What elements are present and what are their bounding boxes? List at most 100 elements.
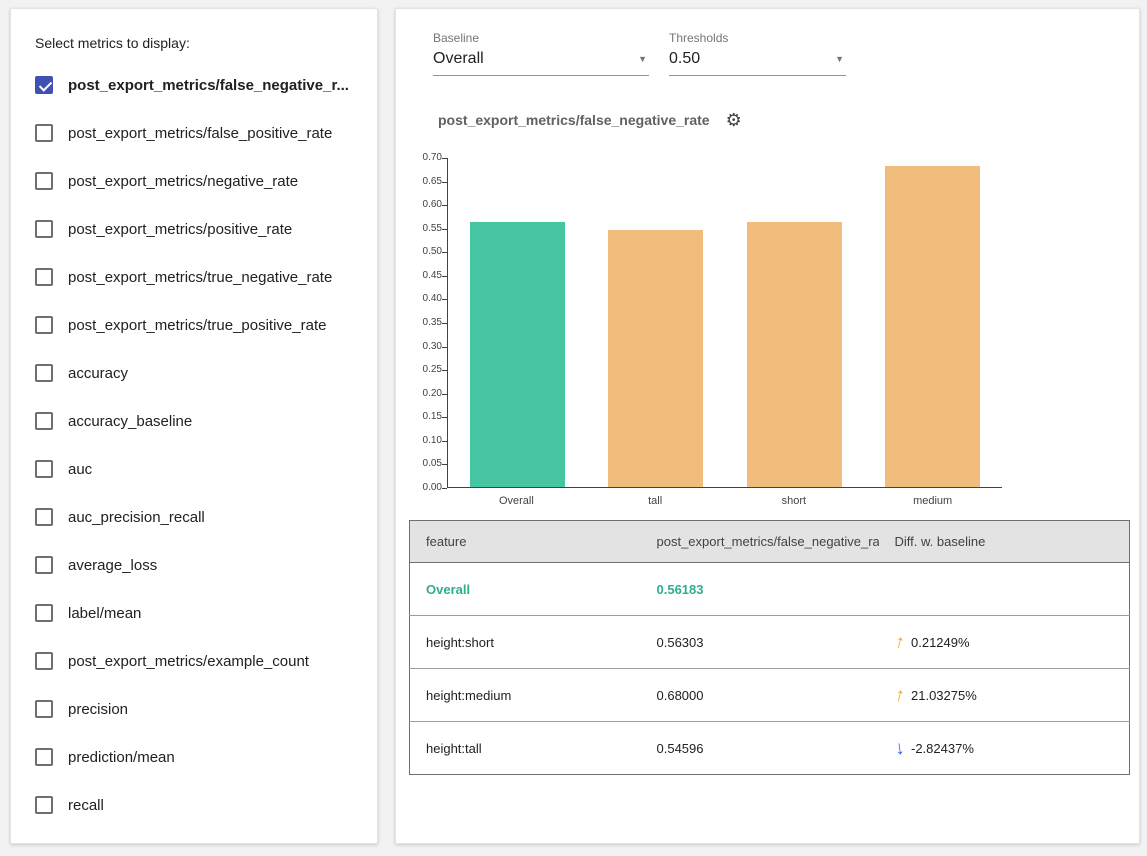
feature-cell: height:tall (409, 721, 641, 775)
metric-checkbox-item[interactable]: post_export_metrics/negative_rate (35, 157, 353, 205)
metric-checkbox-item[interactable]: accuracy_baseline (35, 397, 353, 445)
metric-checkbox-item[interactable]: prediction/mean (35, 733, 353, 781)
y-axis-tick (442, 299, 447, 301)
diff-cell: ↑ 0.21249% (878, 615, 1130, 669)
y-axis-tick-label: 0.10 (422, 434, 442, 446)
metric-checkbox-item[interactable]: average_loss (35, 541, 353, 589)
metric-label: post_export_metrics/true_positive_rate (68, 316, 327, 334)
y-axis-tick-label: 0.30 (422, 340, 442, 352)
checkbox-unchecked-icon[interactable] (35, 796, 53, 814)
x-axis-category-label: Overall (498, 495, 534, 507)
metric-label: post_export_metrics/false_positive_rate (68, 124, 333, 142)
table-header-cell: post_export_metrics/false_negative_rat..… (640, 520, 879, 563)
metric-label: post_export_metrics/false_negative_r... (68, 76, 349, 94)
x-axis-labels: Overall tall short medium (447, 495, 1002, 507)
y-axis-tick-label: 0.20 (422, 387, 442, 399)
chevron-down-icon[interactable]: ▼ (835, 54, 844, 64)
settings-gear-icon[interactable]: ⚙ (725, 110, 742, 130)
chevron-down-icon[interactable]: ▼ (638, 54, 647, 64)
y-axis-tick (442, 252, 447, 254)
checkbox-unchecked-icon[interactable] (35, 556, 53, 574)
metric-checkbox-item[interactable]: post_export_metrics/false_negative_r... (35, 61, 353, 109)
checkbox-unchecked-icon[interactable] (35, 604, 53, 622)
metric-label: auc (68, 460, 93, 478)
y-axis-tick-label: 0.70 (422, 151, 442, 163)
diff-cell: ↑ 21.03275% (878, 668, 1130, 722)
thresholds-select-value: 0.50 (669, 50, 701, 67)
checkbox-unchecked-icon[interactable] (35, 748, 53, 766)
plot-area (447, 158, 1002, 488)
baseline-select-label: Baseline (433, 31, 480, 45)
table-header-cell: Diff. w. baseline (878, 520, 1130, 563)
metric-checkbox-item[interactable]: label/mean (35, 589, 353, 637)
checkbox-unchecked-icon[interactable] (35, 508, 53, 526)
y-axis-tick (442, 158, 447, 159)
x-axis-category-label: medium (913, 495, 953, 507)
metric-checkbox-item[interactable]: post_export_metrics/true_positive_rate (35, 301, 353, 349)
table-header-row: feature post_export_metrics/false_negativ… (409, 520, 1130, 563)
y-axis-tick (442, 323, 447, 324)
metric-label: post_export_metrics/example_count (68, 652, 309, 670)
checkbox-unchecked-icon[interactable] (35, 412, 53, 430)
checkbox-unchecked-icon[interactable] (35, 316, 53, 334)
metric-checkbox-item[interactable]: post_export_metrics/example_count (35, 637, 353, 685)
checkbox-checked-icon[interactable] (35, 76, 53, 94)
checkbox-unchecked-icon[interactable] (35, 652, 53, 670)
metric-checkbox-item[interactable]: accuracy (35, 349, 353, 397)
baseline-select-value-row[interactable]: Overall ▼ (433, 48, 649, 76)
checkbox-unchecked-icon[interactable] (35, 172, 53, 190)
checkbox-unchecked-icon[interactable] (35, 124, 53, 142)
y-axis-tick-label: 0.50 (422, 246, 442, 258)
checkbox-unchecked-icon[interactable] (35, 700, 53, 718)
table-row: height:tall 0.54596 ↓ -2.82437% (409, 721, 1130, 775)
thresholds-select[interactable]: Thresholds 0.50 ▼ (669, 31, 846, 76)
metric-select-panel: Select metrics to display: post_export_m… (10, 8, 378, 844)
metric-label: auc_precision_recall (68, 508, 205, 526)
y-axis-tick (442, 370, 447, 372)
x-axis-category-label: short (781, 495, 807, 507)
bar-short[interactable] (746, 221, 842, 487)
metric-value-cell: 0.56303 (640, 615, 879, 669)
metric-checkbox-item[interactable]: auc_precision_recall (35, 493, 353, 541)
checkbox-unchecked-icon[interactable] (35, 220, 53, 238)
y-axis-tick (442, 228, 447, 230)
y-axis-tick-label: 0.05 (422, 458, 442, 470)
diff-value: 0.21249% (911, 634, 970, 650)
checkbox-unchecked-icon[interactable] (35, 268, 53, 286)
checkbox-unchecked-icon[interactable] (35, 460, 53, 478)
diff-up-arrow-icon: ↑ (892, 683, 907, 707)
metric-label: post_export_metrics/true_negative_rate (68, 268, 333, 286)
metric-checkbox-item[interactable]: recall (35, 781, 353, 829)
feature-cell: Overall (426, 581, 471, 597)
y-axis-tick (442, 417, 447, 419)
y-axis-tick (442, 181, 447, 183)
metric-checkbox-item[interactable]: post_export_metrics/positive_rate (35, 205, 353, 253)
metrics-table: feature post_export_metrics/false_negativ… (409, 520, 1130, 775)
y-axis-tick-label: 0.25 (422, 364, 442, 376)
bar-Overall[interactable] (469, 222, 565, 487)
metric-checkbox-item[interactable]: auc (35, 445, 353, 493)
feature-cell: height:medium (409, 668, 641, 722)
y-axis-tick (442, 488, 447, 489)
baseline-select[interactable]: Baseline Overall ▼ (433, 31, 649, 76)
bar-tall[interactable] (608, 229, 704, 487)
table-row: height:short 0.56303 ↑ 0.21249% (409, 615, 1130, 669)
y-axis-tick-label: 0.40 (422, 293, 442, 305)
y-axis-tick-label: 0.45 (422, 269, 442, 281)
thresholds-select-value-row[interactable]: 0.50 ▼ (669, 48, 846, 76)
diff-value: -2.82437% (911, 740, 974, 756)
metric-checkbox-item[interactable]: post_export_metrics/false_positive_rate (35, 109, 353, 157)
metric-checkbox-item[interactable]: precision (35, 685, 353, 733)
diff-up-arrow-icon: ↑ (892, 630, 907, 654)
chart-header: post_export_metrics/false_negative_rate … (438, 111, 742, 129)
metric-label: label/mean (68, 604, 142, 622)
metric-value-cell: 0.68000 (640, 668, 879, 722)
table-body: Overall 0.56183 height:short 0.56303 ↑ 0.2124… (409, 563, 1130, 775)
diff-down-arrow-icon: ↓ (893, 736, 906, 760)
thresholds-select-label: Thresholds (669, 31, 729, 45)
bar-medium[interactable] (885, 166, 981, 487)
checkbox-unchecked-icon[interactable] (35, 364, 53, 382)
metric-checkbox-item[interactable]: post_export_metrics/true_negative_rate (35, 253, 353, 301)
metric-list: post_export_metrics/false_negative_r...p… (35, 61, 353, 829)
bar-chart: 0.00 0.05 0.10 0.15 0.20 0.25 0.30 0.35 0.40 0.45… (396, 150, 1076, 522)
